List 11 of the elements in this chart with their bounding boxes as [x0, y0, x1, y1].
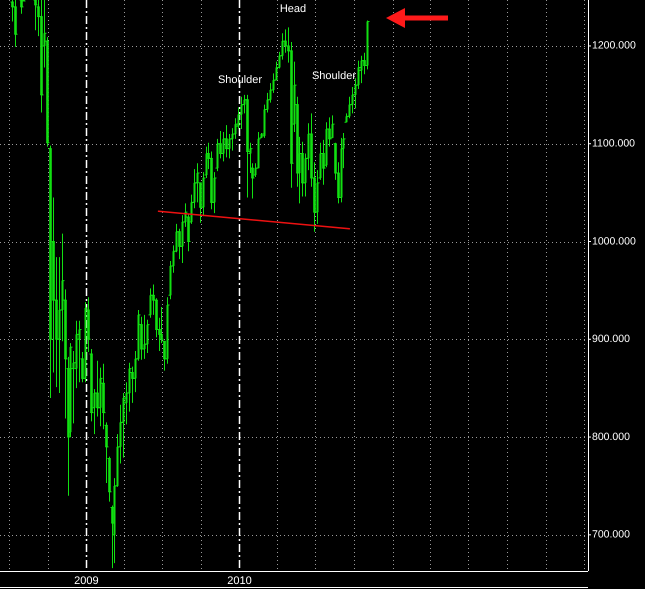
y-tick-label: 1000.000	[592, 235, 636, 248]
y-tick-label: 800.000	[592, 430, 630, 443]
y-tick-label: 900.000	[592, 333, 630, 346]
x-tick-label: 2010	[227, 574, 252, 587]
x-tick-label: 2009	[74, 574, 99, 587]
y-tick-label: 1100.000	[592, 138, 636, 150]
annotation: Shoulder	[312, 70, 356, 82]
y-tick-label: 700.000	[592, 528, 630, 541]
annotation: Head	[280, 2, 306, 15]
annotation: Shoulder	[218, 74, 262, 86]
y-tick-label: 1200.000	[592, 40, 636, 52]
